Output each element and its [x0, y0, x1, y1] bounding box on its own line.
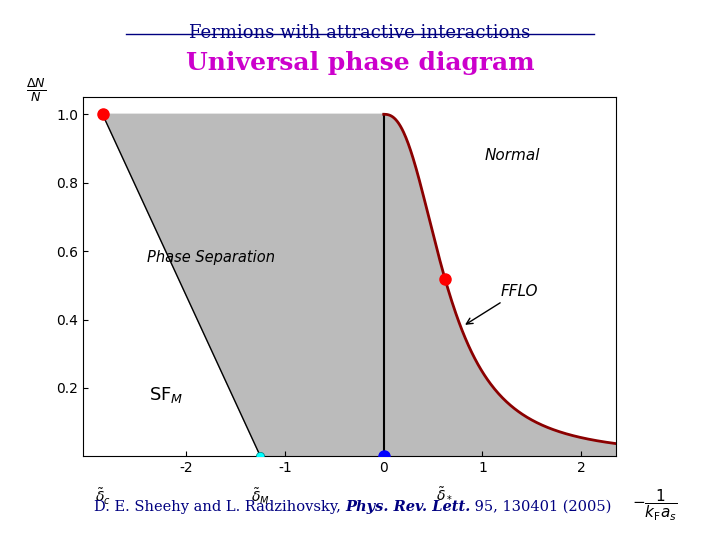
Text: $\tilde{\delta}_M$: $\tilde{\delta}_M$: [251, 487, 270, 507]
Polygon shape: [102, 114, 621, 456]
Text: $\tilde{\delta}_*$: $\tilde{\delta}_*$: [436, 487, 454, 502]
Text: Phys. Rev. Lett.: Phys. Rev. Lett.: [345, 500, 470, 514]
Text: $\tilde{\delta}_c$: $\tilde{\delta}_c$: [94, 487, 110, 507]
Text: Phase Separation: Phase Separation: [147, 251, 275, 266]
Text: Normal: Normal: [485, 148, 540, 163]
Text: Universal phase diagram: Universal phase diagram: [186, 51, 534, 75]
Text: D. E. Sheehy and L. Radzihovsky,: D. E. Sheehy and L. Radzihovsky,: [94, 500, 345, 514]
Text: FFLO: FFLO: [467, 284, 538, 324]
Text: Fermions with attractive interactions: Fermions with attractive interactions: [189, 24, 531, 42]
Text: $-\dfrac{1}{k_{\rm F}a_s}$: $-\dfrac{1}{k_{\rm F}a_s}$: [632, 487, 678, 523]
Text: $\frac{\Delta N}{N}$: $\frac{\Delta N}{N}$: [27, 76, 47, 104]
Text: 95, 130401 (2005): 95, 130401 (2005): [470, 500, 612, 514]
Text: SF$_M$: SF$_M$: [150, 384, 184, 405]
